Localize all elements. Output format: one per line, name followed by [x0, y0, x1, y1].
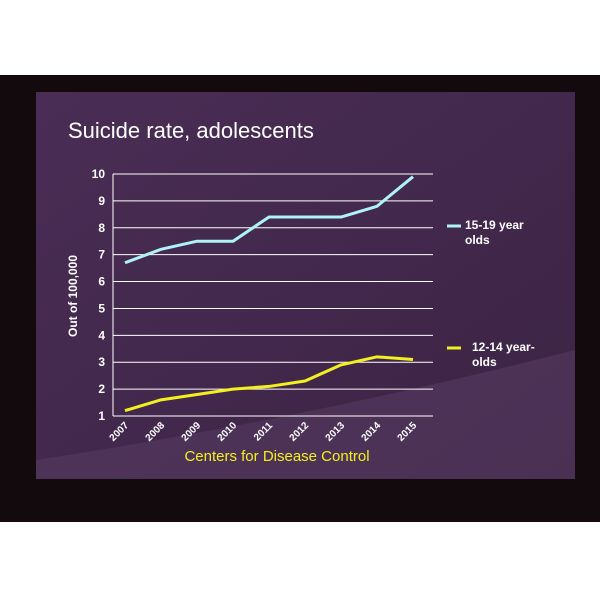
y-tick-label: 8	[98, 221, 105, 235]
y-tick-label: 9	[98, 194, 105, 208]
slide-decoration	[36, 350, 575, 479]
y-tick-label: 3	[98, 355, 105, 369]
chart-title: Suicide rate, adolescents	[68, 118, 314, 143]
legend-label: 12-14 year-olds	[472, 340, 535, 369]
y-tick-label: 5	[98, 301, 105, 315]
y-tick-label: 2	[98, 382, 105, 396]
y-tick-label: 6	[98, 275, 105, 289]
y-tick-label: 7	[98, 248, 105, 262]
y-tick-label: 4	[98, 328, 105, 342]
y-tick-label: 10	[92, 167, 106, 181]
series-line	[124, 355, 414, 413]
legend-label: 15-19 year olds	[465, 218, 524, 247]
y-axis-label: Out of 100,000	[66, 255, 80, 337]
source-note: Centers for Disease Control	[184, 448, 369, 465]
y-tick-label: 1	[98, 409, 105, 423]
series-line	[124, 175, 414, 265]
